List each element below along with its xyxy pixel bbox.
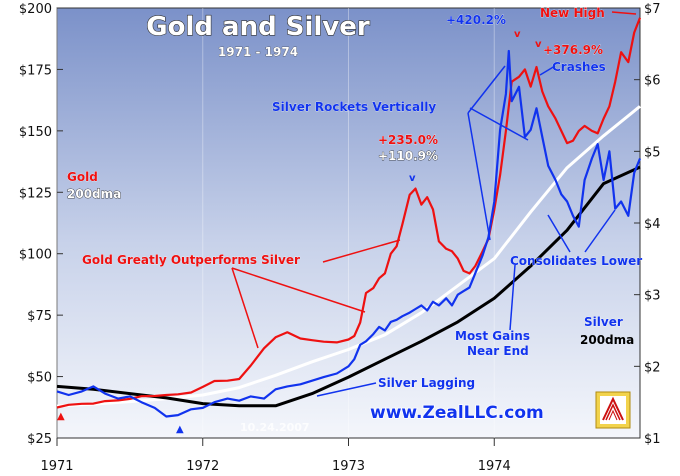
arrow-silver-lagging [316, 382, 377, 397]
x-tick-label: 1973 [332, 459, 365, 474]
silver-rockets-annotation: Silver Rockets Vertically [272, 100, 436, 114]
series-line-gold [56, 17, 642, 409]
left-tick-label: $50 [27, 371, 52, 386]
crashes-annotation: Crashes [552, 60, 606, 74]
left-tick-label: $25 [27, 432, 52, 447]
silver-mid-pct: +110.9% [378, 149, 438, 163]
arrow-gold-outperform-1 [231, 267, 259, 349]
most-gains-annotation: Most Gains [455, 329, 530, 343]
near-end-annotation: Near End [467, 344, 529, 358]
marker-silver-low: ▲ [176, 424, 184, 435]
arrow-new-high [611, 11, 637, 15]
consolidates-annotation: Consolidates Lower [510, 254, 642, 268]
silver-dma-label: 200dma [580, 333, 634, 347]
chart-title: Gold and Silver [146, 12, 370, 42]
right-tick-label: $5 [644, 145, 661, 160]
gold-peak2-pct: +376.9% [543, 43, 603, 57]
arrow-gold-outperform-3 [322, 239, 401, 263]
arrow-consolidates-1 [547, 214, 571, 253]
new-high-annotation: New High [540, 6, 605, 20]
right-tick-label: $4 [644, 217, 661, 232]
gold-peak-pct: +235.0% [378, 133, 438, 147]
x-tick-label: 1972 [186, 459, 219, 474]
website-label: www.ZealLLC.com [370, 403, 544, 423]
gold-label: Gold [67, 170, 98, 184]
x-tick-label: 1974 [478, 459, 511, 474]
left-tick-label: $175 [19, 63, 52, 78]
series-line-silver [56, 49, 642, 418]
arrow-gold-outperform-2 [231, 267, 366, 313]
left-tick-label: $75 [27, 309, 52, 324]
arrow-consolidates-2 [584, 209, 616, 253]
left-tick-label: $125 [19, 186, 52, 201]
peak-markers: v v v ▲ ▲ [57, 29, 542, 435]
zeal-logo [595, 391, 631, 429]
series-lines [56, 17, 642, 418]
right-axis-ticks: $1 $2 $3 $4 $5 $6 $7 [634, 2, 661, 447]
gold-dma-label: 200dma [67, 187, 121, 201]
arrow-rockets-1 [467, 65, 506, 114]
marker-gold-peak: v [409, 173, 416, 184]
marker-gold-peak2: v [535, 39, 542, 50]
watermark-date: 10.24.2007 [240, 421, 310, 434]
right-tick-label: $3 [644, 289, 661, 304]
left-axis-ticks: $25 $50 $75 $100 $125 $150 $175 $200 [19, 2, 63, 447]
right-tick-label: $2 [644, 360, 661, 375]
right-tick-label: $1 [644, 432, 661, 447]
left-tick-label: $150 [19, 125, 52, 140]
marker-gold-start: ▲ [57, 411, 65, 422]
x-axis-ticks: 1971 1972 1973 1974 [40, 438, 511, 474]
right-tick-label: $6 [644, 74, 661, 89]
series-line-gold-200dma [56, 105, 641, 408]
silver-peak-pct: +420.2% [446, 13, 506, 27]
annotation-arrows [231, 11, 637, 397]
marker-silver-peak: v [514, 29, 521, 40]
silver-label: Silver [584, 315, 623, 329]
arrow-rockets-3 [469, 107, 529, 141]
arrow-crashes [539, 65, 556, 76]
x-tick-label: 1971 [40, 459, 73, 474]
chart-subtitle: 1971 - 1974 [218, 45, 298, 59]
silver-lagging-annotation: Silver Lagging [378, 376, 475, 390]
left-tick-label: $100 [19, 248, 52, 263]
arrow-rockets-2 [467, 112, 491, 241]
arrow-most-gains [509, 264, 516, 331]
left-tick-label: $200 [19, 2, 52, 17]
grid-lines [56, 8, 495, 438]
right-tick-label: $7 [644, 2, 661, 17]
gold-outperforms-annotation: Gold Greatly Outperforms Silver [82, 253, 300, 267]
